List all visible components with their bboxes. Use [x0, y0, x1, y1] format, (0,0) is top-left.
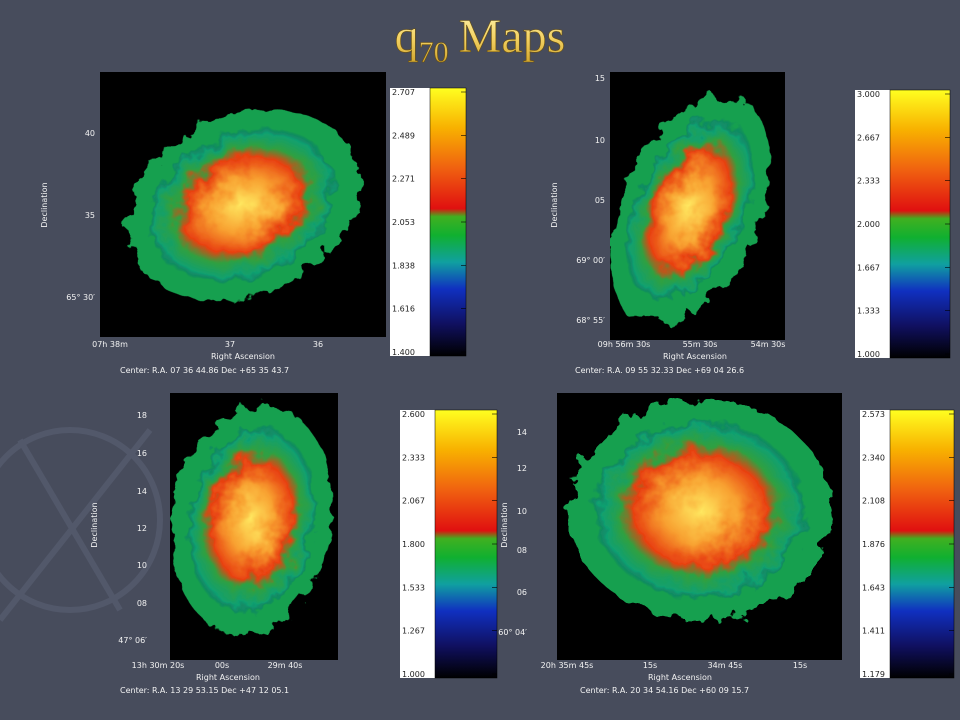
x-axis-label: 20h 35m 45s: [541, 661, 594, 670]
center-coordinates: Center: R.A. 09 55 32.33 Dec +69 04 26.6: [575, 366, 744, 375]
y-axis-label: 15: [595, 74, 605, 83]
y-axis-label: 47° 06′: [118, 636, 147, 645]
galaxy-body: [593, 420, 807, 600]
y-axis-title: Declination: [550, 182, 559, 227]
galaxy-body: [149, 127, 337, 283]
colorbar-label: 1.800: [402, 540, 425, 549]
x-axis-label: 55m 30s: [683, 340, 718, 349]
colorbar-label: 2.573: [862, 410, 885, 419]
x-axis-title: Right Ascension: [648, 673, 712, 682]
y-axis-label: 06: [517, 588, 527, 597]
y-axis-label: 35: [85, 211, 95, 220]
x-axis-title: Right Ascension: [663, 352, 727, 361]
colorbar-label: 2.053: [392, 218, 415, 227]
x-axis-label: 13h 30m 20s: [132, 661, 185, 670]
colorbar-label: 1.616: [392, 305, 415, 314]
colorbar-label: 2.489: [392, 131, 415, 140]
y-axis-title: Declination: [500, 502, 509, 547]
center-coordinates: Center: R.A. 13 29 53.15 Dec +47 12 05.1: [120, 686, 289, 695]
x-axis-label: 09h 56m 30s: [598, 340, 651, 349]
colorbar-label: 2.271: [392, 175, 415, 184]
y-axis-title: Declination: [40, 182, 49, 227]
colorbar-label: 1.643: [862, 583, 885, 592]
map-panel: 40 35 65° 30′ 07h 38m 37 36 Right Ascension Dec…: [40, 72, 467, 375]
x-axis-label: 15s: [793, 661, 807, 670]
colorbar-label: 2.707: [392, 88, 415, 97]
colorbar: [434, 409, 498, 679]
y-axis-label: 10: [137, 561, 147, 570]
x-axis-label: 37: [225, 340, 235, 349]
slide-title: q70 Maps: [395, 10, 566, 69]
y-axis-label: 08: [517, 546, 527, 555]
colorbar-label: 2.333: [857, 177, 880, 186]
colorbar-label: 1.267: [402, 627, 425, 636]
map-panel: 18 16 14 12 10 08 47° 06′ 13h 30m 20s 00s 29m 40s…: [90, 393, 498, 695]
x-axis-title: Right Ascension: [211, 352, 275, 361]
map-image: [568, 399, 832, 621]
colorbar-label: 1.667: [857, 263, 880, 272]
colorbar-label: 1.533: [402, 583, 425, 592]
y-axis-label: 65° 30′: [66, 293, 95, 302]
galaxy-body: [625, 118, 755, 302]
colorbar-label: 1.838: [392, 261, 415, 270]
galaxy-body: [187, 427, 317, 613]
y-axis-label: 40: [85, 129, 95, 138]
map-image: [171, 405, 333, 635]
map-image: [127, 109, 359, 301]
map-panel: 14 12 10 08 06 60° 04′ 20h 35m 45s 15s 34m 45s 15…: [498, 393, 955, 695]
colorbar-label: 2.000: [857, 220, 880, 229]
colorbar: [429, 87, 467, 357]
y-axis-label: 12: [137, 524, 147, 533]
y-axis-label: 14: [517, 428, 527, 437]
y-axis-label: 68° 55′: [576, 316, 605, 325]
colorbar-label: 1.179: [862, 670, 885, 679]
x-axis-label: 29m 40s: [268, 661, 303, 670]
map-image: [610, 96, 771, 324]
colorbar-label: 2.333: [402, 453, 425, 462]
colorbar-label: 2.340: [862, 453, 885, 462]
x-axis-label: 54m 30s: [751, 340, 786, 349]
colorbar-label: 1.411: [862, 627, 885, 636]
colorbar-label: 2.108: [862, 497, 885, 506]
y-axis-label: 18: [137, 411, 147, 420]
y-axis-label: 10: [517, 507, 527, 516]
background-decoration: [0, 427, 163, 622]
colorbar-label: 1.876: [862, 540, 885, 549]
colorbar: [889, 409, 955, 679]
x-axis-label: 00s: [215, 661, 229, 670]
colorbar-label: 1.000: [402, 670, 425, 679]
y-axis-label: 08: [137, 599, 147, 608]
y-axis-title: Declination: [90, 502, 99, 547]
x-axis-title: Right Ascension: [196, 673, 260, 682]
y-axis-label: 12: [517, 464, 527, 473]
x-axis-label: 15s: [643, 661, 657, 670]
map-panel: 15 10 05 69° 00′ 68° 55′ 09h 56m 30s 55m 30s 54…: [550, 72, 951, 375]
colorbar-label: 1.333: [857, 307, 880, 316]
colorbar-label: 2.067: [402, 497, 425, 506]
colorbar-label: 3.000: [857, 90, 880, 99]
y-axis-label: 69° 00′: [576, 256, 605, 265]
colorbar: [889, 89, 951, 359]
x-axis-label: 34m 45s: [708, 661, 743, 670]
x-axis-label: 07h 38m: [92, 340, 128, 349]
y-axis-label: 16: [137, 449, 147, 458]
y-axis-label: 60° 04′: [498, 628, 527, 637]
center-coordinates: Center: R.A. 20 34 54.16 Dec +60 09 15.7: [580, 686, 749, 695]
center-coordinates: Center: R.A. 07 36 44.86 Dec +65 35 43.7: [120, 366, 289, 375]
x-axis-label: 36: [313, 340, 323, 349]
y-axis-label: 14: [137, 487, 147, 496]
y-axis-label: 05: [595, 196, 605, 205]
colorbar-label: 1.400: [392, 348, 415, 357]
colorbar-label: 1.000: [857, 350, 880, 359]
y-axis-label: 10: [595, 136, 605, 145]
colorbar-label: 2.667: [857, 133, 880, 142]
colorbar-label: 2.600: [402, 410, 425, 419]
